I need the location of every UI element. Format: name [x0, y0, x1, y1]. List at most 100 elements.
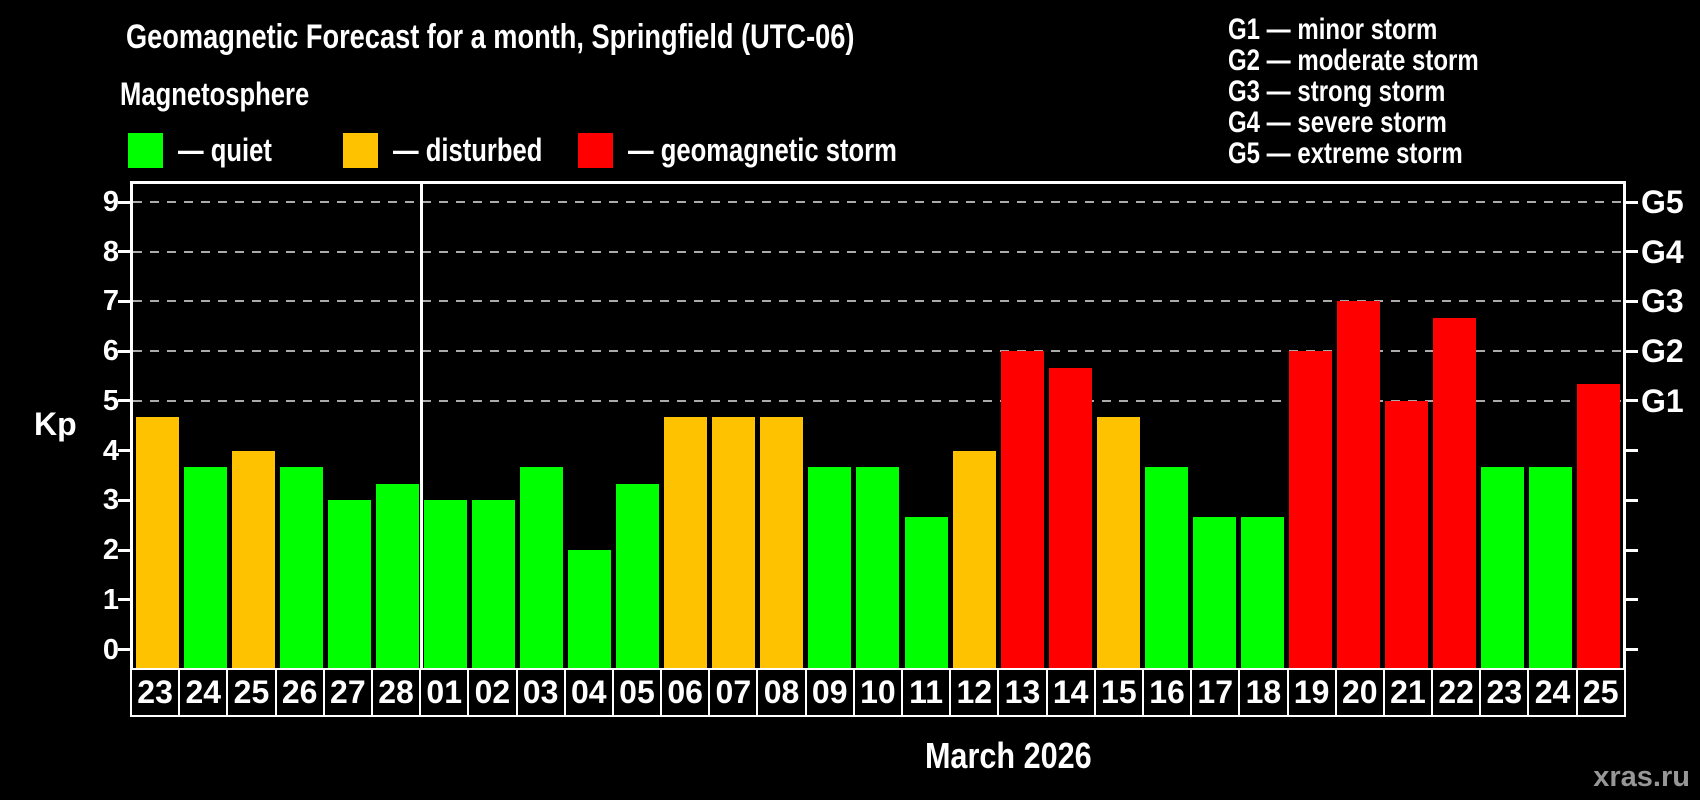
chart-subtitle-text: Magnetosphere [120, 76, 310, 112]
bar-day-18-quiet [1240, 516, 1284, 668]
g-legend-line-g2: G2 — moderate storm [1228, 44, 1479, 77]
y-axis-tick-left-6 [118, 349, 130, 353]
bar-day-09-quiet [808, 467, 852, 668]
bar-day-07-disturbed [712, 417, 756, 668]
bar-day-25-storm [1577, 384, 1621, 668]
legend-swatch-storm [578, 133, 613, 168]
y-tick-label-2: 2 [102, 534, 119, 567]
bar-day-25-disturbed [231, 450, 275, 668]
y-axis-tick-left-0 [118, 648, 130, 651]
y-tick-label-1: 1 [102, 583, 119, 616]
bar-day-23-quiet [1481, 467, 1525, 668]
bar-day-02-quiet [471, 500, 515, 668]
y-axis-tick-left-1 [118, 598, 130, 602]
day-label-cell-14: 14 [1047, 670, 1096, 715]
y-axis-tick-right-9 [1626, 200, 1638, 204]
day-label-cell-08: 08 [758, 670, 807, 715]
x-axis-day-labels: 23 24 25 26 27 28 01 02 03 04 05 06 07 08 09 10 11 12 13 14… [130, 668, 1626, 717]
y-axis-tick-left-4 [118, 449, 130, 453]
plot-area: 0 1 2 3 4 5 6 7 8 9 G1 G2 G3 G4 G5 [103, 184, 1684, 668]
day-label-cell-24: 24 [1529, 670, 1578, 715]
g-legend-line-g1: G1 — minor storm [1228, 13, 1438, 46]
y-axis-tick-left-2 [118, 548, 130, 552]
day-label-cell-01: 01 [421, 670, 470, 715]
gridline-kp7 [133, 300, 1623, 303]
day-label-cell-23: 23 [132, 670, 181, 715]
day-label-cell-28: 28 [372, 670, 422, 715]
day-label-cell-16: 16 [1143, 670, 1193, 715]
day-label-cell-25: 25 [228, 670, 277, 715]
y-axis-label: Kp [34, 406, 77, 442]
y-axis-tick-right-7 [1626, 299, 1638, 303]
bar-day-27-quiet [327, 500, 371, 668]
y-axis-tick-left-8 [118, 250, 130, 254]
day-label-cell-13: 13 [999, 670, 1048, 715]
day-label-cell-15: 15 [1095, 670, 1144, 715]
y-axis-tick-right-2 [1626, 548, 1638, 552]
day-label-cell-24: 24 [180, 670, 229, 715]
y-axis-tick-right-5 [1626, 399, 1638, 403]
gridline-kp5 [133, 399, 1623, 402]
plot-border-left [130, 181, 133, 668]
g-axis-label-G3: G3 [1641, 283, 1684, 320]
y-tick-label-5: 5 [102, 384, 119, 417]
bar-day-15-disturbed [1096, 417, 1140, 668]
day-label-cell-06: 06 [662, 670, 711, 715]
bar-day-22-storm [1433, 317, 1477, 668]
day-label-cell-12: 12 [951, 670, 1000, 715]
y-axis-tick-right-1 [1626, 598, 1638, 602]
legend-label-quiet-text: — quiet [178, 132, 272, 168]
g-axis-label-G2: G2 [1641, 333, 1684, 370]
day-label-cell-19: 19 [1288, 670, 1337, 715]
bar-day-01-quiet [423, 500, 467, 668]
legend-label-quiet: — quiet [178, 133, 295, 168]
bar-day-23-disturbed [135, 417, 179, 668]
bar-day-12-disturbed [952, 450, 996, 668]
g-axis-label-G1: G1 [1641, 382, 1684, 419]
day-label-cell-09: 09 [806, 670, 855, 715]
day-label-cell-27: 27 [324, 670, 373, 715]
day-label-cell-04: 04 [565, 670, 614, 715]
watermark: xras.ru [1593, 761, 1690, 793]
day-label-cell-05: 05 [613, 670, 663, 715]
legend-label-storm-text: — geomagnetic storm [628, 132, 897, 168]
day-label-cell-20: 20 [1336, 670, 1385, 715]
g-legend-line-g4: G4 — severe storm [1228, 106, 1447, 139]
bar-day-05-quiet [616, 483, 660, 668]
bar-day-13-storm [1000, 351, 1044, 668]
bar-day-11-quiet [904, 516, 948, 668]
y-axis-tick-right-6 [1626, 349, 1638, 353]
y-axis-tick-left-9 [118, 200, 130, 204]
y-tick-label-3: 3 [102, 484, 119, 517]
g-axis-label-G4: G4 [1641, 233, 1684, 270]
y-tick-label-8: 8 [102, 235, 119, 268]
bar-day-17-quiet [1192, 516, 1236, 668]
plot-border-top [130, 181, 1626, 184]
day-label-cell-25: 25 [1577, 670, 1624, 715]
y-axis-tick-right-3 [1626, 498, 1638, 502]
day-label-cell-26: 26 [276, 670, 325, 715]
month-separator-line [419, 184, 423, 668]
legend-swatch-disturbed [343, 133, 378, 168]
legend-swatch-quiet [128, 133, 163, 168]
x-axis-caption: March 2026 [925, 735, 1219, 777]
x-axis-caption-text: March 2026 [924, 735, 1092, 776]
chart-subtitle: Magnetosphere [120, 76, 356, 113]
g-axis-label-G5: G5 [1641, 184, 1684, 221]
bar-day-26-quiet [279, 467, 323, 668]
y-tick-label-4: 4 [102, 434, 119, 467]
bar-day-21-storm [1385, 400, 1429, 668]
day-label-cell-07: 07 [710, 670, 759, 715]
bar-day-24-quiet [1529, 467, 1573, 668]
g-scale-legend: G1 — minor storm G2 — moderate storm G3 … [1228, 14, 1541, 169]
bar-day-28-quiet [375, 483, 419, 668]
y-axis-tick-right-4 [1626, 449, 1638, 453]
y-tick-label-9: 9 [102, 186, 119, 219]
y-tick-label-6: 6 [102, 335, 119, 368]
day-label-cell-23: 23 [1481, 670, 1530, 715]
day-label-cell-18: 18 [1240, 670, 1289, 715]
y-axis-tick-left-7 [118, 299, 130, 303]
bar-day-24-quiet [183, 467, 227, 668]
bar-day-04-quiet [568, 550, 612, 668]
y-axis-tick-left-5 [118, 399, 130, 403]
